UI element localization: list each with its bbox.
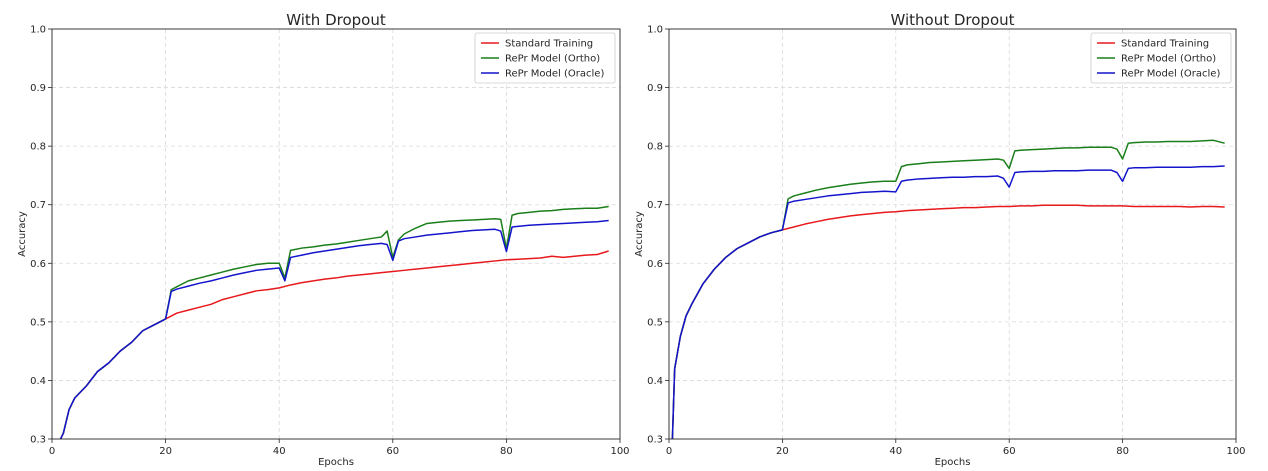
x-tick-label: 80 (500, 446, 513, 457)
plot-frame (51, 28, 621, 440)
plot-frame (668, 28, 1237, 440)
series-line-standard (671, 204, 1225, 439)
y-tick-label: 0.5 (647, 317, 663, 328)
y-axis-label: Accuracy (634, 211, 645, 257)
legend-entry: Standard Training (505, 39, 593, 50)
y-tick-label: 0.8 (647, 142, 663, 153)
y-tick-label: 0.9 (30, 83, 46, 94)
y-tick-label: 0.7 (30, 200, 46, 211)
chart-without-dropout: Without Dropout Epochs Accuracy 0 20 40 60 8… (634, 11, 1246, 468)
x-tick-label: 40 (273, 446, 286, 457)
legend-box (474, 32, 616, 84)
series-group (671, 139, 1225, 439)
x-tick-label: 0 (49, 446, 55, 457)
legend-entry: Standard Training (1121, 39, 1209, 50)
legend: Standard Training RePr Model (Ortho) RePr … (474, 32, 616, 84)
x-tick-label: 60 (1003, 446, 1016, 457)
x-axis-label: Epochs (935, 457, 971, 468)
series-line-ortho (59, 205, 609, 439)
legend-entry: RePr Model (Oracle) (1121, 69, 1220, 80)
x-tick-label: 20 (159, 446, 172, 457)
y-tick-label: 0.3 (647, 435, 663, 446)
y-tick-label: 0.5 (30, 317, 46, 328)
y-tick-label: 1.0 (30, 25, 46, 36)
legend-entry: RePr Model (Ortho) (1121, 54, 1216, 65)
legend-box (1090, 32, 1232, 84)
series-group (59, 205, 609, 439)
legend-entry: RePr Model (Ortho) (505, 54, 600, 65)
x-tick-label: 60 (386, 446, 399, 457)
y-tick-label: 0.9 (647, 83, 663, 94)
x-tick-label: 80 (1116, 446, 1129, 457)
y-tick-label: 0.4 (647, 376, 663, 387)
y-tick-label: 0.7 (647, 200, 663, 211)
series-line-standard (59, 250, 609, 439)
chart-title: With Dropout (286, 11, 386, 29)
y-tick-label: 0.4 (30, 376, 46, 387)
x-tick-label: 0 (666, 446, 672, 457)
grid (668, 28, 1237, 440)
axes: 0 20 40 60 80 100 0.3 0.4 0.5 0.6 0.7 0.8 0.9 1.0 (30, 25, 629, 458)
x-tick-label: 100 (610, 446, 629, 457)
legend: Standard Training RePr Model (Ortho) RePr … (1090, 32, 1232, 84)
legend-entry: RePr Model (Oracle) (505, 69, 604, 80)
chart-with-dropout: With Dropout Epochs Accuracy 0 20 40 60 80 10… (17, 11, 630, 468)
chart-title: Without Dropout (890, 11, 1014, 29)
x-tick-label: 40 (889, 446, 902, 457)
series-line-oracle (59, 219, 609, 439)
x-tick-label: 100 (1226, 446, 1245, 457)
y-tick-label: 0.8 (30, 142, 46, 153)
y-tick-label: 0.3 (30, 435, 46, 446)
series-line-oracle (671, 165, 1225, 439)
x-axis-label: Epochs (318, 457, 354, 468)
y-tick-label: 1.0 (647, 25, 663, 36)
grid (51, 28, 621, 440)
series-line-ortho (671, 139, 1225, 439)
y-tick-label: 0.6 (30, 259, 46, 270)
axes: 0 20 40 60 80 100 0.3 0.4 0.5 0.6 0.7 0.8 0.9 1.0 (647, 25, 1245, 458)
x-tick-label: 20 (776, 446, 789, 457)
y-axis-label: Accuracy (17, 211, 28, 257)
y-tick-label: 0.6 (647, 259, 663, 270)
